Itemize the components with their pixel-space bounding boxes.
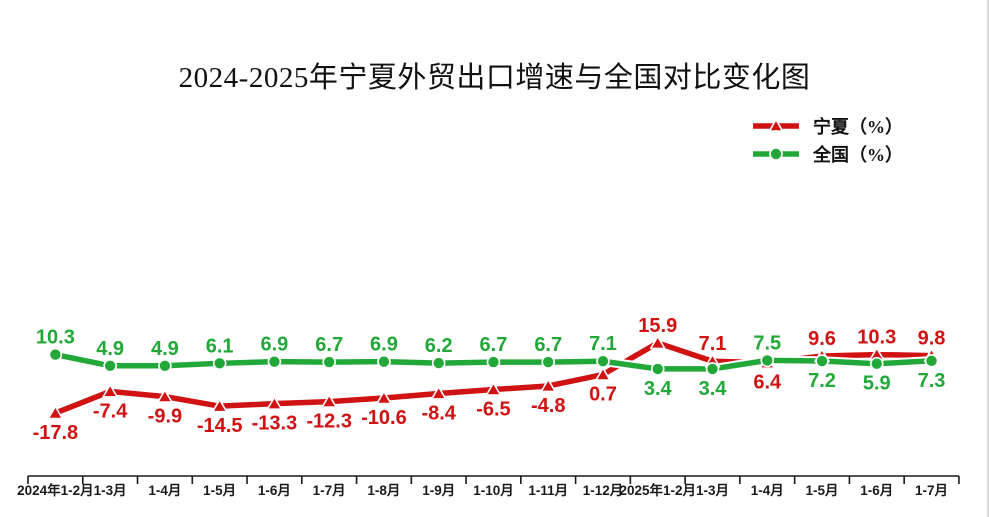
national-point-marker xyxy=(541,355,556,369)
x-axis-label: 2024年1-2月 xyxy=(17,482,94,498)
national-point-marker xyxy=(158,359,172,373)
national-data-label: 4.9 xyxy=(151,338,179,360)
x-axis-label: 1-5月 xyxy=(203,483,236,498)
national-data-label: 7.5 xyxy=(753,332,781,354)
legend-label-ningxia: 宁夏（%） xyxy=(813,116,903,137)
national-point-marker xyxy=(103,359,117,373)
national-data-label: 7.2 xyxy=(808,370,836,392)
x-axis-label: 1-7月 xyxy=(313,483,346,498)
x-axis-label: 1-3月 xyxy=(94,483,127,498)
x-axis-label: 1-6月 xyxy=(860,483,893,498)
x-axis-label: 1-8月 xyxy=(367,483,400,498)
national-data-label: 3.4 xyxy=(644,378,673,400)
national-data-label: 4.9 xyxy=(96,338,124,360)
ningxia-data-label: 9.6 xyxy=(808,328,836,350)
national-point-marker xyxy=(322,355,336,369)
ningxia-point-marker xyxy=(540,378,557,393)
ningxia-data-label: -12.3 xyxy=(306,411,352,433)
legend-label-national: 全国（%） xyxy=(813,144,903,165)
national-point-marker xyxy=(596,354,610,369)
ningxia-data-label: -6.5 xyxy=(476,399,510,421)
ningxia-data-label: 0.7 xyxy=(589,384,617,406)
x-axis-label: 1-4月 xyxy=(148,483,181,498)
x-axis-label: 1-5月 xyxy=(806,483,839,498)
national-point-marker xyxy=(267,354,282,369)
ningxia-point-marker xyxy=(321,394,337,408)
chart-title: 2024-2025年宁夏外贸出口增速与全国对比变化图 xyxy=(178,62,811,94)
legend-item-ningxia: 宁夏（%） xyxy=(752,113,903,138)
national-data-label: 3.4 xyxy=(699,378,728,400)
national-data-label: 5.9 xyxy=(863,373,891,395)
ningxia-data-label: -8.4 xyxy=(421,402,456,424)
ningxia-point-marker xyxy=(485,382,502,396)
national-point-marker xyxy=(48,347,63,362)
x-axis-label: 1-4月 xyxy=(751,483,784,498)
ningxia-point-marker xyxy=(430,386,447,400)
ningxia-data-label: -17.8 xyxy=(33,422,79,444)
legend-item-national: 全国（%） xyxy=(752,141,903,166)
ningxia-point-marker xyxy=(376,390,392,405)
ningxia-point-marker xyxy=(266,396,283,410)
ningxia-data-label: -10.6 xyxy=(361,407,407,429)
national-point-marker xyxy=(760,353,775,368)
x-axis-label: 1-10月 xyxy=(473,483,514,498)
ningxia-data-label: 9.8 xyxy=(918,328,946,350)
ningxia-point-marker xyxy=(211,398,228,413)
x-axis-label: 2025年1-2月 xyxy=(619,482,696,498)
national-point-marker xyxy=(486,355,501,369)
national-data-label: 6.7 xyxy=(315,334,343,356)
x-axis-label: 1-6月 xyxy=(258,483,291,498)
national-data-label: 6.2 xyxy=(425,335,453,357)
national-point-marker xyxy=(650,362,665,376)
national-point-marker xyxy=(705,362,720,376)
ningxia-point-marker xyxy=(47,405,64,420)
legend: 宁夏（%） 全国（%） xyxy=(752,113,903,166)
ningxia-data-label: -7.4 xyxy=(93,400,128,422)
ningxia-data-label: -13.3 xyxy=(252,413,298,435)
national-data-label: 6.7 xyxy=(534,334,562,356)
ningxia-point-marker xyxy=(102,384,118,398)
ningxia-point-marker xyxy=(157,389,173,403)
ningxia-data-label: -9.9 xyxy=(148,406,182,428)
ningxia-data-label: 15.9 xyxy=(638,315,677,337)
ningxia-data-label: -14.5 xyxy=(197,415,243,437)
national-point-marker xyxy=(377,354,391,369)
x-axis-label: 1-9月 xyxy=(422,483,455,498)
national-data-label: 6.9 xyxy=(261,334,289,356)
x-axis-label: 1-11月 xyxy=(528,483,568,498)
legend-marker-national-icon xyxy=(753,146,799,161)
national-data-label: 10.3 xyxy=(36,327,75,349)
legend-marker-ningxia-icon xyxy=(753,118,799,132)
ningxia-data-label: 7.1 xyxy=(699,333,727,355)
national-data-label: 7.3 xyxy=(918,370,946,392)
national-point-marker xyxy=(924,354,939,368)
x-axis-label: 1-3月 xyxy=(696,483,729,498)
national-point-marker xyxy=(431,356,446,370)
national-data-label: 6.1 xyxy=(206,335,234,357)
ningxia-point-marker xyxy=(649,335,666,350)
national-point-marker xyxy=(869,356,884,371)
ningxia-data-label: 6.4 xyxy=(753,372,782,394)
ningxia-point-marker xyxy=(595,367,611,381)
ningxia-data-label: 10.3 xyxy=(857,327,896,349)
x-axis-label: 1-7月 xyxy=(915,483,948,498)
national-data-label: 7.1 xyxy=(589,333,617,355)
national-data-label: 6.9 xyxy=(370,334,398,356)
national-data-label: 6.7 xyxy=(480,334,508,356)
national-point-marker xyxy=(815,354,829,368)
x-axis-label: 1-12月 xyxy=(583,483,624,498)
ningxia-data-label: -4.8 xyxy=(531,395,565,417)
national-point-marker xyxy=(212,356,227,371)
